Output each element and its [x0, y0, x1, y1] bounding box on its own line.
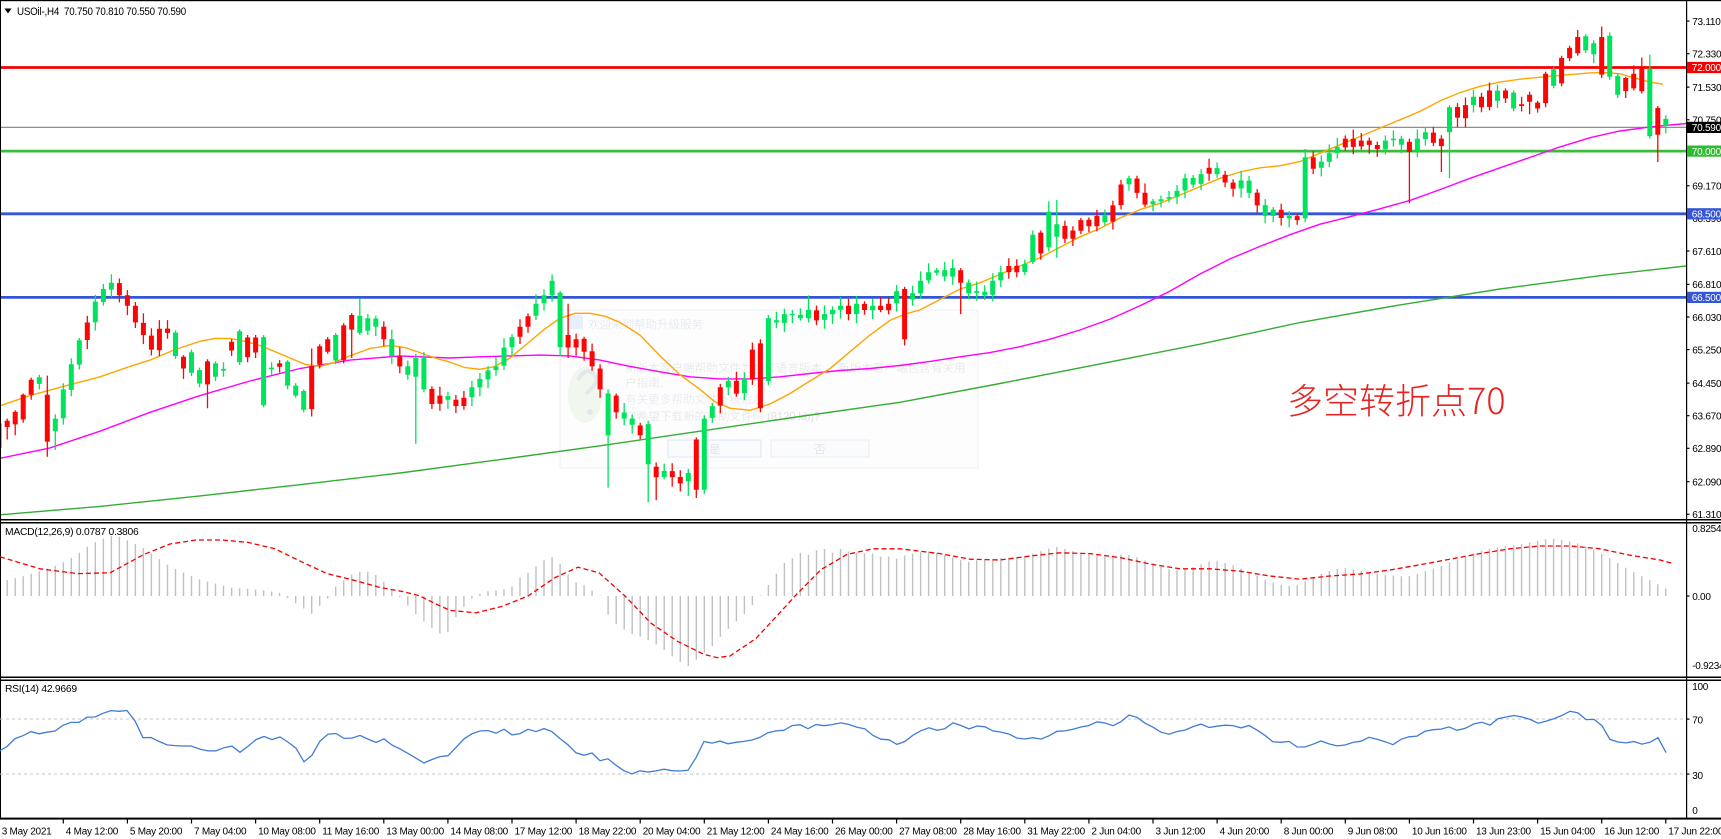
svg-text:67.610: 67.610 [1692, 247, 1721, 258]
svg-text:62.090: 62.090 [1692, 478, 1721, 489]
svg-text:10 May 08:00: 10 May 08:00 [258, 827, 316, 838]
svg-text:20 May 04:00: 20 May 04:00 [643, 827, 701, 838]
svg-text:71.530: 71.530 [1692, 83, 1721, 94]
svg-text:USOil-,H4 70.750 70.810 70.55: USOil-,H4 70.750 70.810 70.550 70.590 [17, 6, 186, 18]
svg-text:65.250: 65.250 [1692, 345, 1721, 356]
svg-text:MACD(12,26,9) 0.0787 0.3806: MACD(12,26,9) 0.0787 0.3806 [5, 527, 139, 538]
svg-text:70: 70 [1692, 715, 1703, 726]
svg-text:68.500: 68.500 [1692, 210, 1721, 221]
svg-text:13 Jun 23:00: 13 Jun 23:00 [1476, 827, 1532, 838]
svg-text:70.750: 70.750 [1692, 116, 1721, 127]
svg-text:70.590: 70.590 [1692, 123, 1721, 134]
svg-text:72.330: 72.330 [1692, 50, 1721, 61]
svg-text:21 May 12:00: 21 May 12:00 [707, 827, 765, 838]
svg-text:61.310: 61.310 [1692, 510, 1721, 521]
svg-text:...: ... [764, 394, 773, 407]
svg-text:0: 0 [1692, 806, 1698, 817]
svg-text:.: . [822, 362, 825, 375]
svg-text:66.030: 66.030 [1692, 313, 1721, 324]
svg-text:-0.9234: -0.9234 [1692, 661, 1721, 672]
svg-text:7 May 04:00: 7 May 04:00 [194, 827, 247, 838]
svg-text:28 May 16:00: 28 May 16:00 [963, 827, 1021, 838]
svg-text:17 May 12:00: 17 May 12:00 [515, 827, 573, 838]
svg-text:64.450: 64.450 [1692, 379, 1721, 390]
svg-text:62.890: 62.890 [1692, 444, 1721, 455]
svg-text:72.000: 72.000 [1692, 63, 1721, 74]
svg-text:3 May 2021: 3 May 2021 [2, 827, 52, 838]
svg-text:24 May 16:00: 24 May 16:00 [771, 827, 829, 838]
svg-text:16 Jun 12:00: 16 Jun 12:00 [1604, 827, 1660, 838]
svg-text:3 Jun 12:00: 3 Jun 12:00 [1156, 827, 1206, 838]
svg-text:14 May 08:00: 14 May 08:00 [450, 827, 508, 838]
svg-text:4 Jun 20:00: 4 Jun 20:00 [1220, 827, 1270, 838]
svg-text:4 May 12:00: 4 May 12:00 [66, 827, 119, 838]
svg-text:0.00: 0.00 [1692, 592, 1711, 603]
svg-text:8 Jun 00:00: 8 Jun 00:00 [1284, 827, 1334, 838]
svg-text:11 May 16:00: 11 May 16:00 [322, 827, 380, 838]
svg-text:2 Jun 04:00: 2 Jun 04:00 [1091, 827, 1141, 838]
svg-text:63.670: 63.670 [1692, 412, 1721, 423]
svg-text:66.500: 66.500 [1692, 293, 1721, 304]
svg-text:9 Jun 08:00: 9 Jun 08:00 [1348, 827, 1398, 838]
svg-text:0.8254: 0.8254 [1692, 524, 1721, 535]
svg-text:.: . [660, 377, 663, 390]
svg-text:18 May 22:00: 18 May 22:00 [579, 827, 637, 838]
svg-text:27 May 08:00: 27 May 08:00 [899, 827, 957, 838]
svg-text:26 May 00:00: 26 May 00:00 [835, 827, 893, 838]
svg-text:17 Jun 22:00: 17 Jun 22:00 [1668, 827, 1721, 838]
svg-text:RSI(14) 42.9669: RSI(14) 42.9669 [5, 684, 77, 695]
svg-text:13 May 00:00: 13 May 00:00 [386, 827, 444, 838]
svg-text:73.110: 73.110 [1692, 17, 1721, 28]
svg-text:10 Jun 16:00: 10 Jun 16:00 [1412, 827, 1468, 838]
svg-text:68.390: 68.390 [1692, 214, 1721, 225]
svg-text:5 May 20:00: 5 May 20:00 [130, 827, 183, 838]
svg-text:30: 30 [1692, 771, 1703, 782]
svg-text:66.810: 66.810 [1692, 280, 1721, 291]
svg-text:31 May 22:00: 31 May 22:00 [1027, 827, 1085, 838]
svg-text:100: 100 [1692, 682, 1709, 693]
svg-text:15 Jun 04:00: 15 Jun 04:00 [1540, 827, 1596, 838]
svg-text:69.170: 69.170 [1692, 182, 1721, 193]
svg-text:70.000: 70.000 [1692, 147, 1721, 158]
